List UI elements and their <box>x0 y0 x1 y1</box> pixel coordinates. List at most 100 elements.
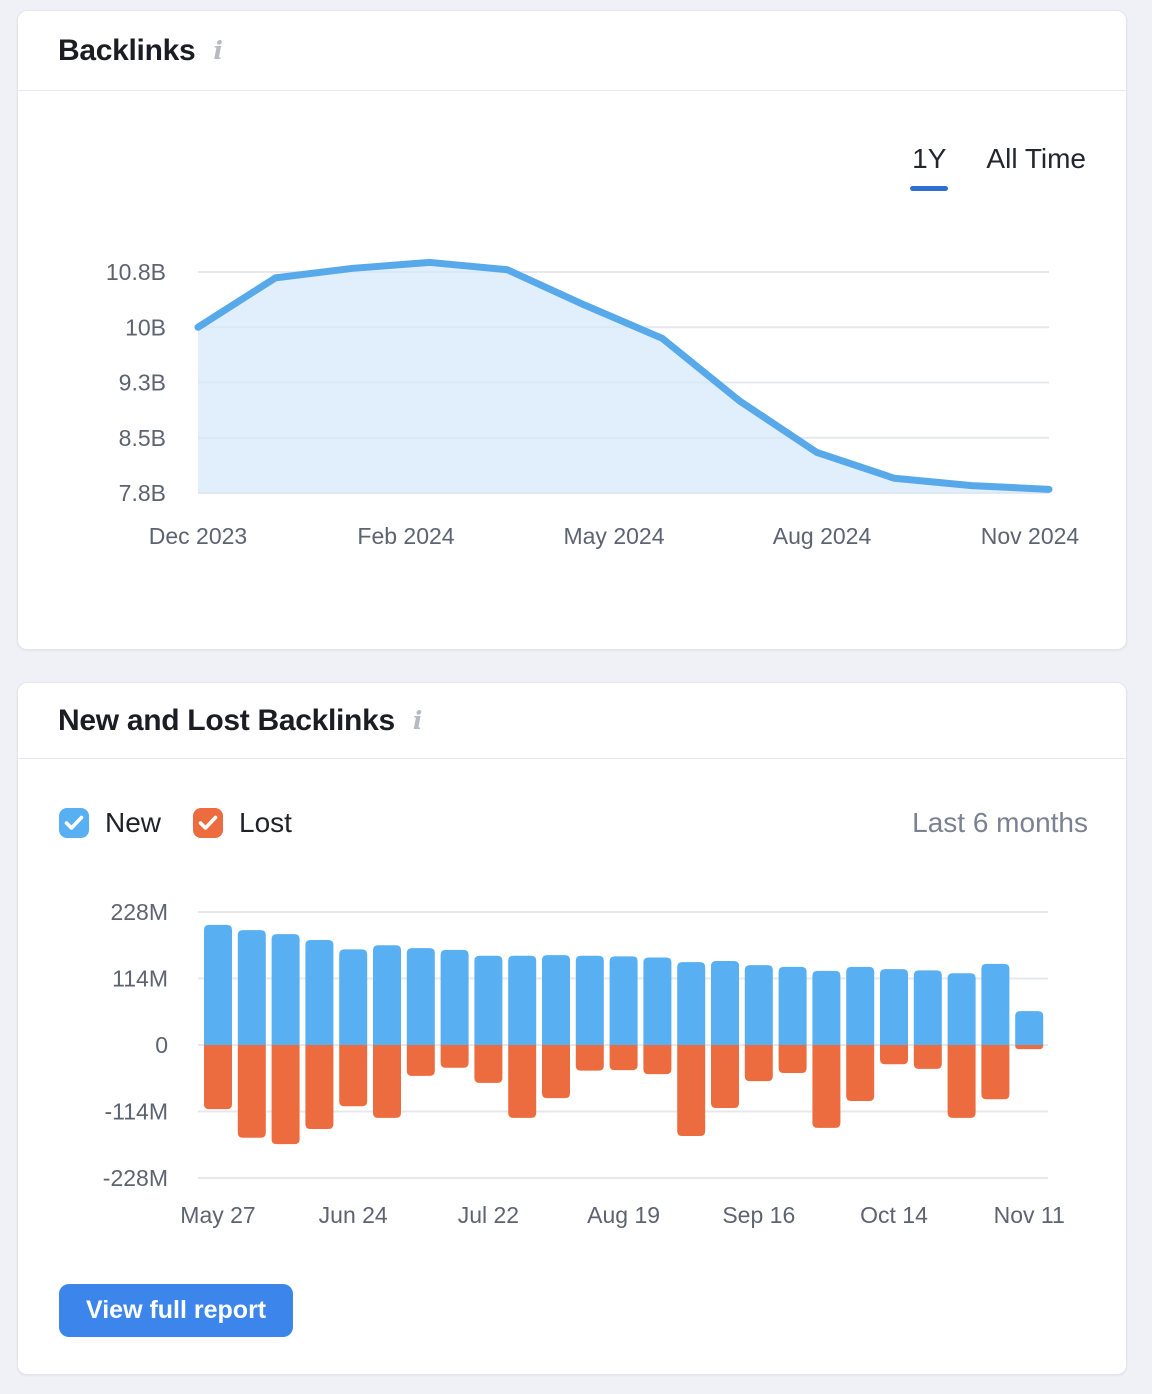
info-icon[interactable]: i <box>412 706 423 735</box>
bar-new[interactable] <box>373 945 401 1045</box>
legend-item-new[interactable]: New <box>59 807 161 839</box>
y-axis-label: -228M <box>103 1165 168 1191</box>
x-axis-label: Aug 2024 <box>773 523 872 549</box>
bar-new[interactable] <box>744 965 773 1045</box>
bar-new[interactable] <box>575 955 604 1045</box>
bar-lost[interactable] <box>508 1045 537 1118</box>
bar-lost[interactable] <box>575 1045 604 1071</box>
backlinks-card-header: Backlinks i <box>18 11 1126 91</box>
bar-lost[interactable] <box>846 1045 875 1101</box>
bar-new[interactable] <box>947 973 976 1045</box>
bar-new[interactable] <box>880 969 908 1045</box>
bar-new[interactable] <box>981 963 1010 1045</box>
x-axis-label: Oct 14 <box>860 1202 928 1228</box>
x-axis-label: Sep 16 <box>722 1202 795 1228</box>
bar-new[interactable] <box>846 966 875 1045</box>
bar-new[interactable] <box>711 961 739 1045</box>
bar-new[interactable] <box>1015 1011 1044 1045</box>
lost-checkbox[interactable] <box>193 808 224 838</box>
active-tab-underline <box>910 186 949 191</box>
bar-lost[interactable] <box>744 1045 773 1082</box>
bar-new[interactable] <box>609 956 638 1045</box>
bar-new[interactable] <box>406 948 435 1045</box>
range-tabs: 1Y All Time <box>910 141 1088 191</box>
tab-1y[interactable]: 1Y <box>910 141 949 191</box>
tab-all-time[interactable]: All Time <box>984 141 1088 191</box>
bar-lost[interactable] <box>609 1045 638 1071</box>
backlinks-area-fill <box>198 262 1049 493</box>
y-axis-label: 228M <box>110 899 168 925</box>
new-lost-card-title: New and Lost Backlinks <box>58 703 395 737</box>
bar-lost[interactable] <box>237 1045 266 1138</box>
bar-new[interactable] <box>204 924 232 1045</box>
bar-new[interactable] <box>812 970 841 1045</box>
bar-lost[interactable] <box>305 1045 334 1129</box>
y-axis-label: 9.3B <box>119 370 166 396</box>
x-axis-label: Nov 2024 <box>981 523 1080 549</box>
bar-lost[interactable] <box>440 1045 469 1068</box>
new-checkbox[interactable] <box>59 808 89 838</box>
bar-new[interactable] <box>677 962 706 1045</box>
bar-lost[interactable] <box>711 1045 739 1108</box>
x-axis-label: May 2024 <box>563 523 664 549</box>
y-axis-label: 10B <box>125 314 166 340</box>
backlinks-trend-line[interactable] <box>194 258 1053 493</box>
y-axis-label: 8.5B <box>119 425 166 451</box>
bar-lost[interactable] <box>643 1045 672 1075</box>
y-axis-label: 7.8B <box>119 480 166 506</box>
tab-1y-label: 1Y <box>912 143 947 174</box>
bar-new[interactable] <box>508 955 537 1045</box>
bar-new[interactable] <box>440 949 469 1045</box>
bar-lost[interactable] <box>778 1045 807 1073</box>
x-axis-label: May 27 <box>180 1202 255 1228</box>
y-axis-label: 114M <box>112 966 168 992</box>
bar-lost[interactable] <box>1015 1045 1044 1050</box>
bar-lost[interactable] <box>373 1045 401 1118</box>
info-icon[interactable]: i <box>213 36 223 65</box>
check-icon <box>64 815 84 830</box>
bar-new[interactable] <box>643 957 672 1046</box>
bar-lost[interactable] <box>913 1045 942 1069</box>
bar-lost[interactable] <box>204 1045 232 1110</box>
new-lost-bar-chart[interactable]: 228M 114M 0 -114M -228M May 27 Jun 24 Jul 22 Aug… <box>18 883 1128 1233</box>
x-axis-label: Dec 2023 <box>149 523 247 549</box>
y-axis-label: -114M <box>105 1099 169 1125</box>
bar-lost[interactable] <box>677 1045 706 1136</box>
bar-lost[interactable] <box>406 1045 435 1076</box>
bar-new[interactable] <box>339 949 368 1045</box>
bar-new[interactable] <box>271 934 300 1045</box>
x-axis-label: Jun 24 <box>319 1202 388 1228</box>
y-axis-label: 0 <box>155 1032 168 1058</box>
view-full-report-button[interactable]: View full report <box>59 1284 294 1337</box>
bar-lost[interactable] <box>542 1045 570 1099</box>
check-icon <box>198 815 218 830</box>
bar-new[interactable] <box>474 955 503 1045</box>
x-axis-label: Feb 2024 <box>357 523 454 549</box>
bar-new[interactable] <box>305 940 334 1045</box>
backlinks-area-chart[interactable]: 10.8B 10B 9.3B 8.5B 7.8B Dec 2023 Feb 2024 May … <box>18 231 1128 561</box>
new-lost-card-header: New and Lost Backlinks i <box>18 683 1126 759</box>
legend-new-label: New <box>105 807 162 838</box>
x-axis-label: Aug 19 <box>587 1202 660 1228</box>
bar-new[interactable] <box>237 930 266 1045</box>
backlinks-card: Backlinks i 1Y All Time 10.8B 10B 9.3B 8.5B… <box>17 10 1127 650</box>
legend-lost-label: Lost <box>239 807 292 838</box>
period-label: Last 6 months <box>912 807 1088 838</box>
legend-row: New Lost Last 6 months <box>59 807 1088 839</box>
bar-new[interactable] <box>542 955 570 1045</box>
x-axis-label: Nov 11 <box>994 1202 1065 1228</box>
bar-lost[interactable] <box>812 1045 841 1128</box>
bar-lost[interactable] <box>474 1045 503 1083</box>
legend-item-lost[interactable]: Lost <box>193 807 292 839</box>
bar-new[interactable] <box>913 970 942 1045</box>
bar-lost[interactable] <box>880 1045 908 1065</box>
x-axis-label: Jul 22 <box>458 1202 519 1228</box>
bar-lost[interactable] <box>947 1045 976 1118</box>
new-lost-backlinks-card: New and Lost Backlinks i New Lost Last 6… <box>17 682 1127 1375</box>
tab-all-time-label: All Time <box>986 143 1086 174</box>
bar-lost[interactable] <box>271 1045 300 1145</box>
bar-new[interactable] <box>778 966 807 1045</box>
y-axis-label: 10.8B <box>106 259 166 285</box>
bar-lost[interactable] <box>981 1045 1010 1100</box>
bar-lost[interactable] <box>339 1045 368 1107</box>
